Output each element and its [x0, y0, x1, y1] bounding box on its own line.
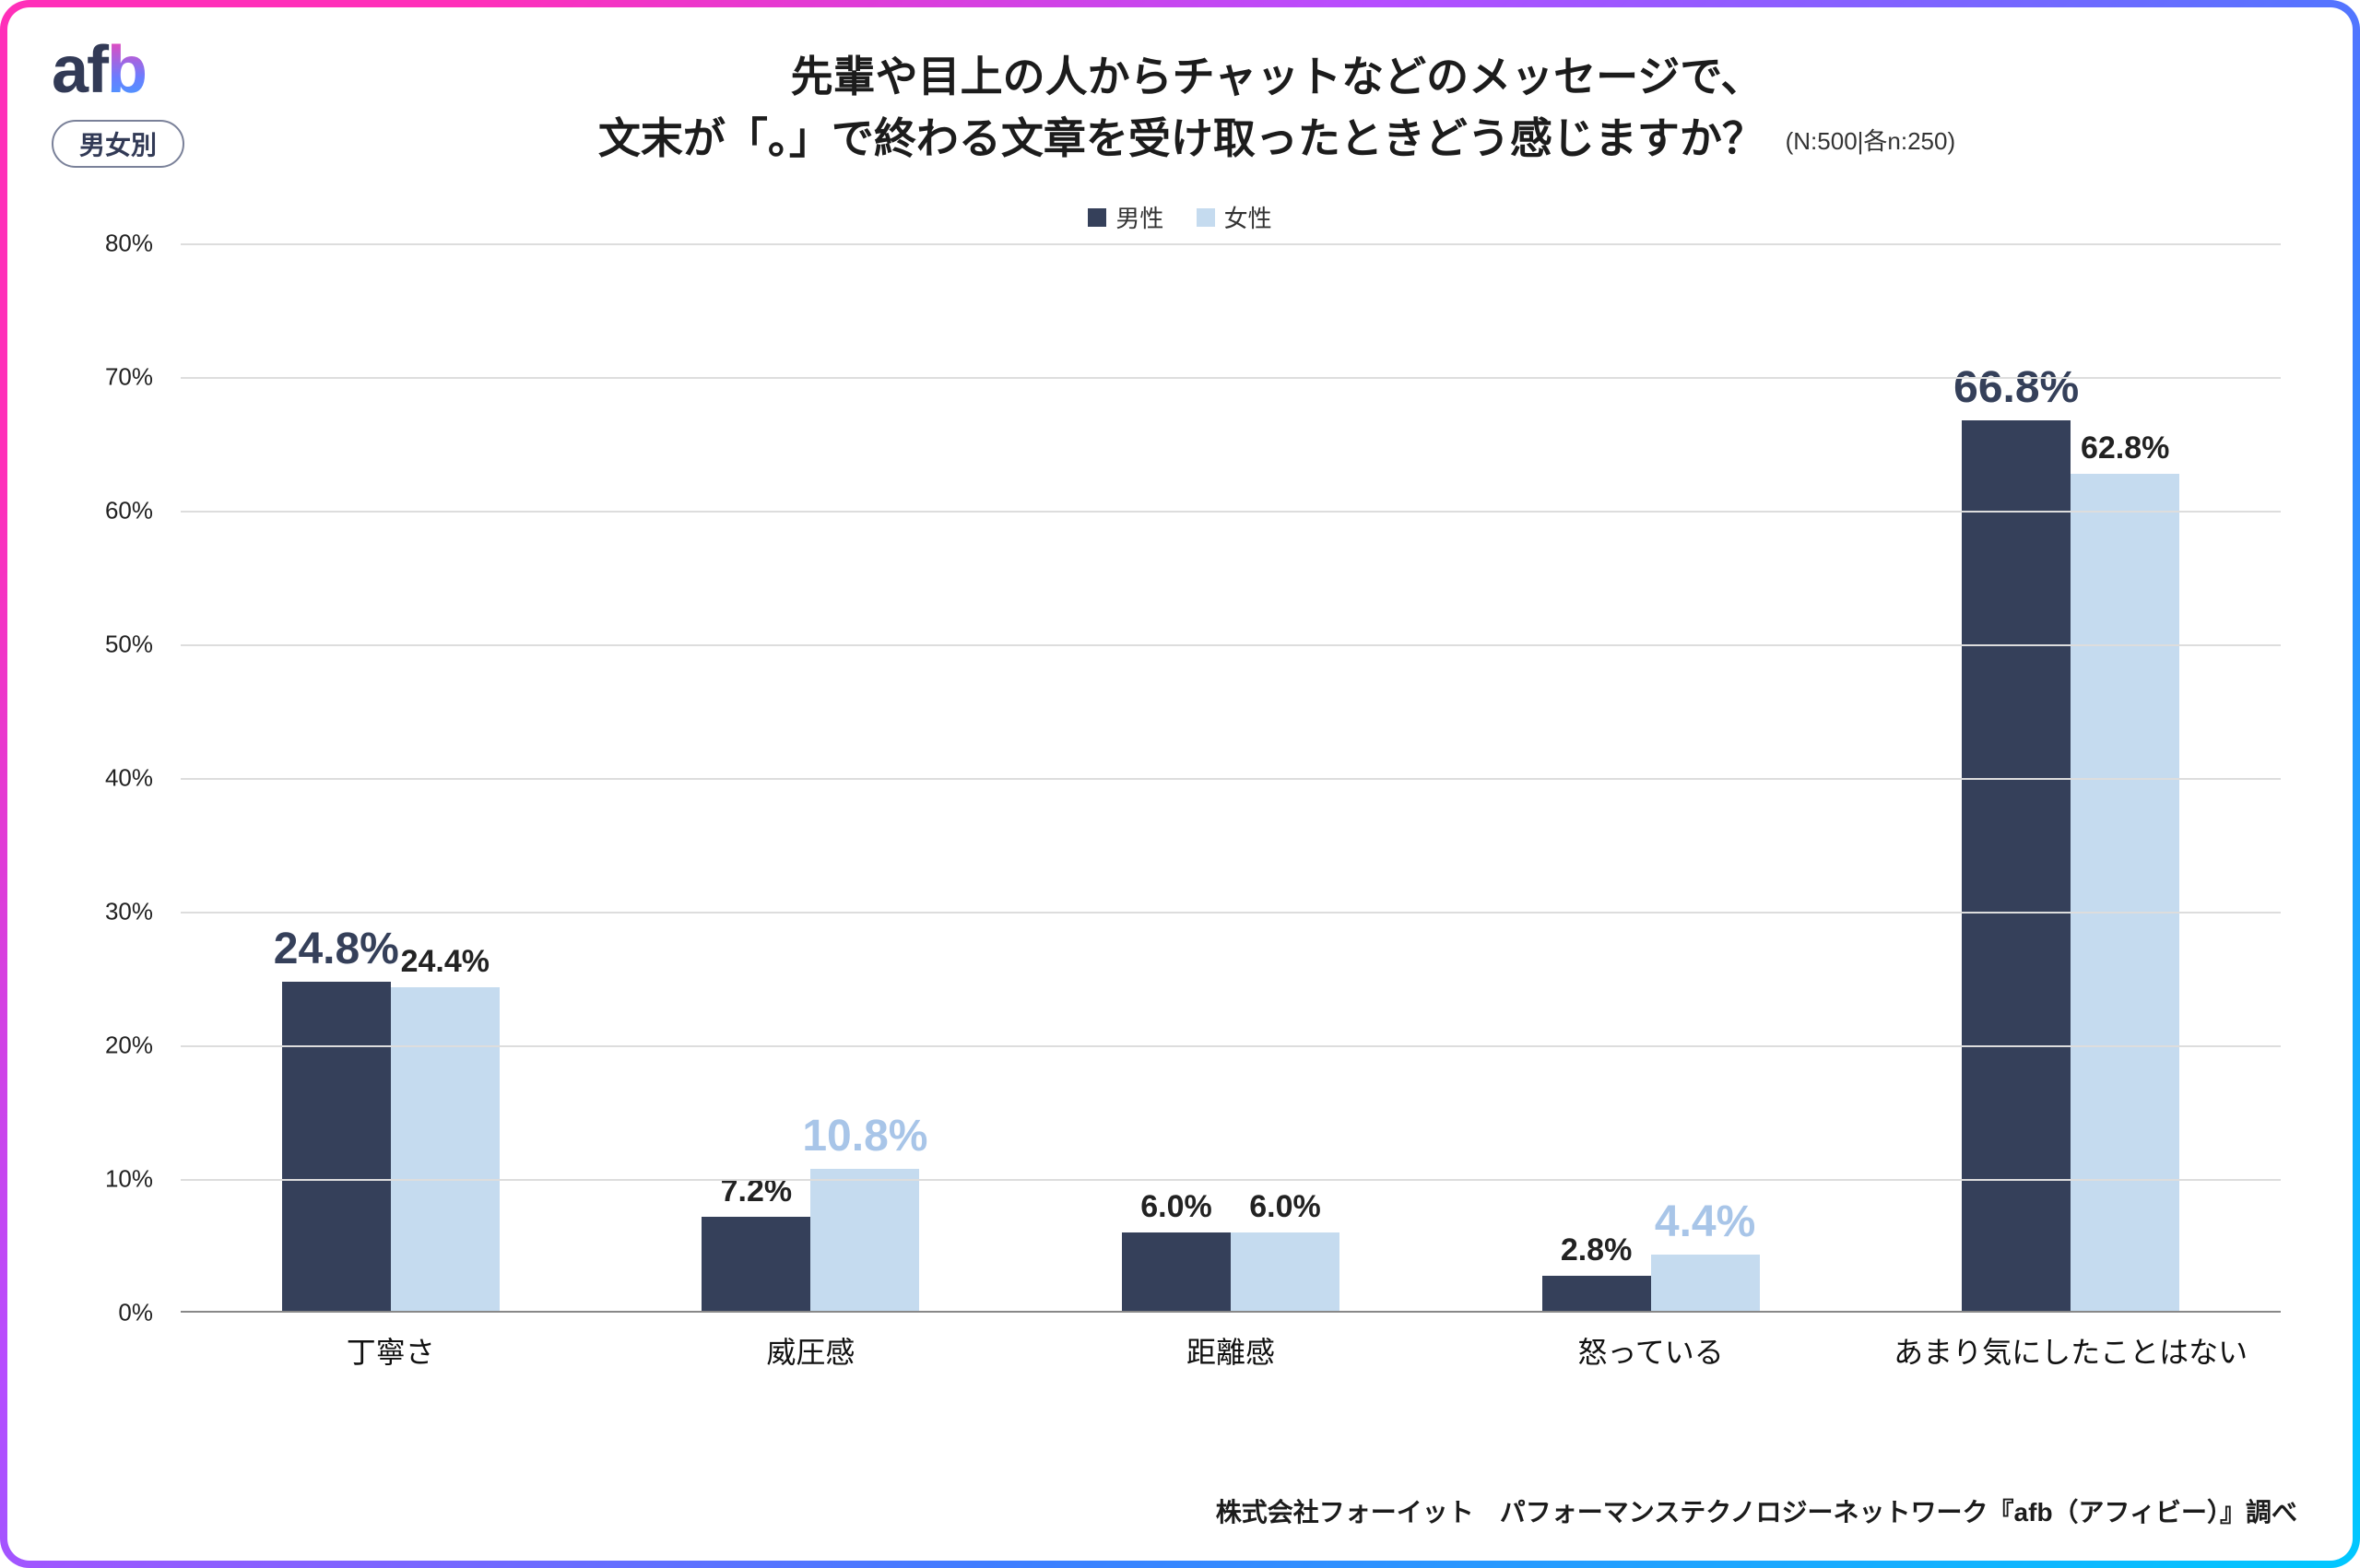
chart-area: 0%10%20%30%40%50%60%70%80% 24.8%24.4%7.2… [52, 243, 2308, 1396]
x-axis-labels: 丁寧さ威圧感距離感怒っているあまり気にしたことはない [181, 1313, 2281, 1396]
bar: 4.4% [1651, 1255, 1760, 1314]
bar: 10.8% [810, 1169, 919, 1314]
y-tick-label: 20% [105, 1032, 153, 1060]
y-tick-label: 50% [105, 631, 153, 659]
afb-logo: afb [52, 37, 245, 103]
gender-badge: 男女別 [52, 120, 184, 168]
bar-fill [810, 1169, 919, 1314]
title-line-1: 先輩や目上の人からチャットなどのメッセージで、 [245, 46, 2308, 108]
y-tick-label: 0% [118, 1299, 153, 1327]
bar-fill [1231, 1232, 1339, 1313]
bar-value-label: 62.8% [2081, 430, 2169, 466]
gridline [181, 243, 2281, 245]
y-tick-label: 70% [105, 363, 153, 392]
title-line-2: 文末が「。」で終わる文章を受け取ったときどう感じますか？ (N:500|各n:2… [245, 108, 2308, 170]
x-category-label: あまり気にしたことはない [1860, 1313, 2281, 1396]
bar-value-label: 24.8% [274, 924, 399, 974]
legend-swatch-female [1197, 208, 1215, 227]
bar-value-label: 2.8% [1561, 1232, 1633, 1268]
bar-fill [391, 987, 500, 1314]
x-category-label: 距離感 [1021, 1313, 1441, 1396]
y-tick-label: 10% [105, 1165, 153, 1194]
gridline [181, 1179, 2281, 1181]
source-credit: 株式会社フォーイット パフォーマンステクノロジーネットワーク『afb（アフィビー… [1216, 1492, 2297, 1529]
gridline [181, 377, 2281, 379]
title-line-2-main: 文末が「。」で終わる文章を受け取ったときどう感じますか？ [598, 114, 1764, 162]
bar-value-label: 4.4% [1655, 1197, 1755, 1247]
gridline [181, 1045, 2281, 1047]
bar: 62.8% [2071, 474, 2179, 1314]
bar: 2.8% [1542, 1276, 1651, 1314]
gradient-frame: afb 男女別 先輩や目上の人からチャットなどのメッセージで、 文末が「。」で終… [0, 0, 2360, 1568]
bar-value-label: 6.0% [1140, 1189, 1212, 1225]
bar-value-label: 24.4% [401, 944, 490, 980]
bar-fill [2071, 474, 2179, 1314]
y-tick-label: 40% [105, 764, 153, 793]
chart-card: afb 男女別 先輩や目上の人からチャットなどのメッセージで、 文末が「。」で終… [7, 7, 2353, 1561]
bar-fill [282, 982, 391, 1314]
gridline [181, 778, 2281, 780]
bar: 7.2% [702, 1217, 810, 1313]
bar-value-label: 6.0% [1249, 1189, 1321, 1225]
bar: 24.4% [391, 987, 500, 1314]
bar-value-label: 66.8% [1953, 362, 2079, 413]
bar-value-label: 10.8% [802, 1111, 927, 1161]
legend-item-male: 男性 [1088, 200, 1163, 234]
legend-label-male: 男性 [1115, 200, 1163, 234]
legend-item-female: 女性 [1197, 200, 1272, 234]
header: afb 男女別 先輩や目上の人からチャットなどのメッセージで、 文末が「。」で終… [52, 41, 2308, 169]
chart-title: 先輩や目上の人からチャットなどのメッセージで、 文末が「。」で終わる文章を受け取… [245, 41, 2308, 169]
y-axis: 0%10%20%30%40%50%60%70%80% [52, 243, 162, 1313]
y-tick-label: 30% [105, 898, 153, 926]
plot-area: 24.8%24.4%7.2%10.8%6.0%6.0%2.8%4.4%66.8%… [181, 243, 2281, 1313]
bar-fill [702, 1217, 810, 1313]
bar-fill [1122, 1232, 1231, 1313]
bar: 6.0% [1231, 1232, 1339, 1313]
gridline [181, 912, 2281, 914]
bar-fill [1651, 1255, 1760, 1314]
bar: 6.0% [1122, 1232, 1231, 1313]
gridline [181, 644, 2281, 646]
gridline [181, 511, 2281, 513]
y-tick-label: 80% [105, 230, 153, 258]
legend-swatch-male [1088, 208, 1106, 227]
x-category-label: 丁寧さ [181, 1313, 601, 1396]
sample-size: (N:500|各n:250) [1786, 124, 1956, 159]
legend-label-female: 女性 [1224, 200, 1272, 234]
x-category-label: 怒っている [1441, 1313, 1861, 1396]
x-category-label: 威圧感 [601, 1313, 1021, 1396]
bar: 24.8% [282, 982, 391, 1314]
y-tick-label: 60% [105, 497, 153, 525]
legend: 男性 女性 [52, 200, 2308, 234]
bar-fill [1542, 1276, 1651, 1314]
